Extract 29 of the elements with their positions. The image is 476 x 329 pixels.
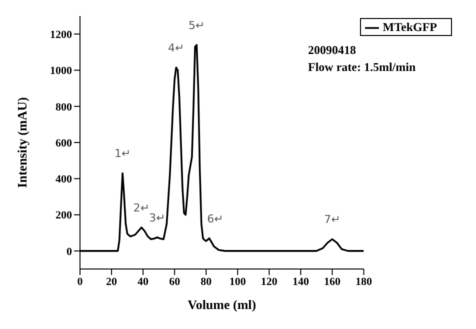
- y-tick-label: 0: [66, 246, 72, 258]
- x-tick-label: 180: [356, 276, 373, 288]
- y-tick-label: 400: [56, 174, 72, 186]
- x-axis-title: Volume (ml): [188, 297, 256, 312]
- x-tick-label: 160: [324, 276, 341, 288]
- y-tick-label: 1200: [50, 28, 72, 41]
- x-tick-label: 80: [200, 276, 212, 288]
- annotation: 20090418: [308, 42, 357, 59]
- annotation: 5↵: [188, 18, 205, 32]
- x-tick-label: 20: [106, 276, 118, 288]
- x-tick-label: 60: [169, 276, 181, 288]
- x-tick-label: 100: [229, 276, 246, 288]
- x-tick-label: 120: [260, 276, 278, 288]
- y-axis-title: Intensity (mAU): [14, 97, 30, 188]
- annotation: 6↵: [207, 212, 224, 226]
- annotation: 1↵: [114, 147, 131, 160]
- x-tick-label: 140: [292, 276, 310, 288]
- legend-label: MTekGFP: [382, 20, 437, 34]
- annotation: 3↵: [149, 211, 166, 224]
- y-tick-label: 200: [56, 210, 72, 222]
- annotation: Flow rate: 1.5ml/min: [308, 59, 416, 76]
- x-tick-label: 40: [138, 276, 150, 288]
- annotation: 4↵: [168, 42, 184, 55]
- y-tick-label: 800: [56, 101, 72, 114]
- y-tick-label: 600: [56, 137, 72, 150]
- annotation: 2↵: [133, 201, 150, 214]
- x-tick-label: 0: [77, 276, 84, 288]
- y-tick-label: 1000: [50, 65, 72, 78]
- annotation: 7↵: [324, 213, 340, 226]
